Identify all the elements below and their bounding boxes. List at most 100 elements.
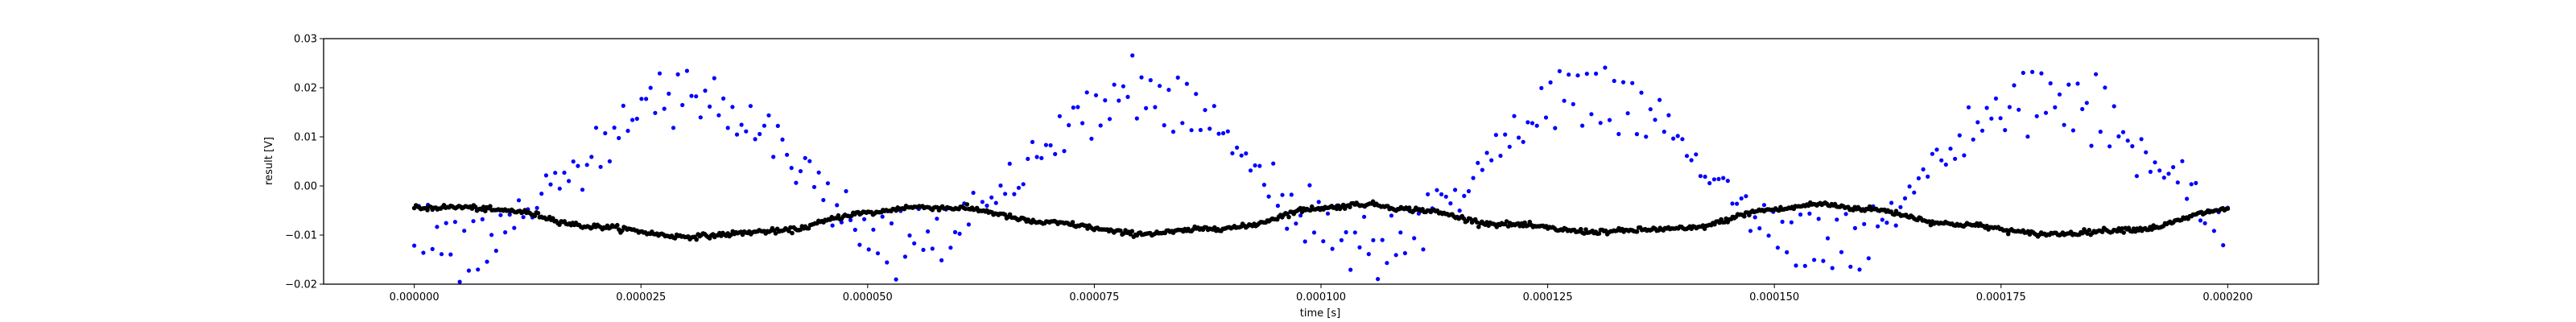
blue-data-point	[1271, 161, 1276, 166]
blue-data-point	[1975, 120, 1980, 125]
blue-data-point	[1766, 233, 1771, 238]
y-axis: −0.02 −0.01 0.00 0.01 0.02 0.03	[285, 34, 324, 291]
blue-data-point	[1557, 68, 1562, 73]
blue-data-point	[862, 217, 867, 221]
blue-data-point	[1221, 130, 1226, 136]
blue-data-point	[1553, 126, 1558, 130]
blue-data-point	[1761, 203, 1767, 208]
blue-data-point	[1021, 182, 1026, 187]
blue-data-point	[1921, 167, 1926, 171]
black-data-point	[1522, 220, 1527, 225]
black-data-point	[1299, 209, 1305, 215]
black-data-point	[473, 204, 478, 209]
blue-data-point	[1739, 196, 1744, 201]
black-data-point	[1596, 231, 1602, 236]
blue-data-point	[1648, 107, 1653, 112]
blue-data-point	[1866, 256, 1871, 261]
blue-data-point	[1575, 73, 1580, 78]
blue-data-point	[498, 213, 503, 217]
blue-data-point	[1998, 116, 2003, 121]
blue-data-point	[1948, 147, 1953, 151]
blue-data-point	[1525, 120, 1530, 125]
blue-data-point	[1752, 215, 1757, 220]
black-data-point	[1926, 219, 1932, 224]
blue-data-point	[1371, 237, 1376, 242]
blue-data-point	[1230, 151, 1235, 155]
blue-data-point	[1489, 158, 1494, 163]
blue-data-point	[1412, 236, 1417, 241]
x-tick-label: 0.000200	[2202, 291, 2252, 303]
blue-data-point	[1071, 105, 1075, 110]
blue-data-point	[1835, 217, 1839, 222]
blue-data-point	[730, 105, 735, 109]
blue-data-point	[2189, 182, 2194, 187]
blue-data-point	[634, 116, 639, 122]
blue-data-point	[1825, 236, 1831, 241]
x-tick-label: 0.000175	[1976, 291, 2026, 303]
blue-data-point	[1421, 247, 1426, 252]
blue-data-point	[684, 68, 690, 73]
blue-data-point	[1839, 250, 1844, 254]
blue-data-point	[1380, 237, 1385, 242]
blue-data-point	[1216, 131, 1221, 136]
blue-data-point	[748, 104, 753, 109]
blue-data-point	[1212, 104, 1216, 109]
blue-data-point	[1603, 65, 1608, 70]
blue-data-point	[1235, 145, 1240, 150]
blue-data-point	[825, 181, 830, 186]
blue-data-point	[1466, 188, 1472, 194]
blue-data-point	[2048, 80, 2053, 86]
blue-data-point	[653, 110, 658, 115]
blue-data-point	[1521, 139, 1525, 144]
blue-data-point	[852, 227, 857, 233]
blue-data-point	[662, 106, 667, 111]
black-data-point	[773, 231, 778, 236]
blue-data-point	[648, 85, 653, 90]
blue-data-point	[2125, 138, 2130, 143]
blue-data-point	[539, 192, 544, 196]
blue-data-point	[1816, 217, 1821, 221]
blue-data-point	[466, 268, 472, 273]
blue-data-point	[2175, 180, 2180, 185]
blue-data-point	[1930, 151, 1934, 156]
blue-data-point	[1453, 188, 1458, 192]
blue-data-point	[644, 97, 649, 101]
black-data-point	[836, 213, 841, 218]
blue-data-point	[1225, 129, 1230, 134]
blue-data-point	[1130, 53, 1135, 58]
blue-data-point	[1689, 158, 1694, 163]
blue-data-point	[535, 205, 539, 210]
blue-data-point	[1789, 220, 1794, 225]
black-data-point	[1722, 220, 1727, 225]
blue-data-point	[1239, 153, 1244, 158]
blue-data-point	[1302, 239, 1307, 244]
black-data-point	[535, 211, 541, 216]
blue-data-point	[567, 179, 572, 184]
black-data-point	[2120, 226, 2124, 231]
black-data-point	[1867, 204, 1872, 209]
black-data-point	[1476, 225, 1481, 229]
blue-data-point	[689, 93, 694, 98]
black-data-point	[1070, 220, 1075, 225]
blue-data-point	[1584, 72, 1589, 76]
blue-data-point	[671, 126, 676, 130]
blue-data-point	[571, 159, 576, 164]
blue-data-point	[2012, 83, 2017, 88]
blue-data-point	[1662, 130, 1666, 134]
blue-data-point	[1598, 121, 1603, 126]
blue-data-point	[1393, 253, 1398, 258]
blue-data-point	[1698, 174, 1703, 179]
blue-data-point	[1352, 230, 1357, 235]
x-tick-label: 0.000050	[843, 291, 893, 303]
blue-data-point	[1812, 258, 1817, 262]
blue-data-point	[2107, 144, 2112, 149]
blue-data-point	[1298, 213, 1303, 218]
blue-data-point	[452, 220, 458, 225]
blue-data-point	[1744, 194, 1748, 199]
blue-data-point	[2103, 85, 2107, 90]
black-data-point	[483, 208, 488, 214]
blue-data-point	[593, 126, 599, 130]
blue-data-point	[1330, 246, 1335, 251]
blue-data-point	[902, 254, 907, 259]
blue-data-point	[680, 102, 685, 108]
